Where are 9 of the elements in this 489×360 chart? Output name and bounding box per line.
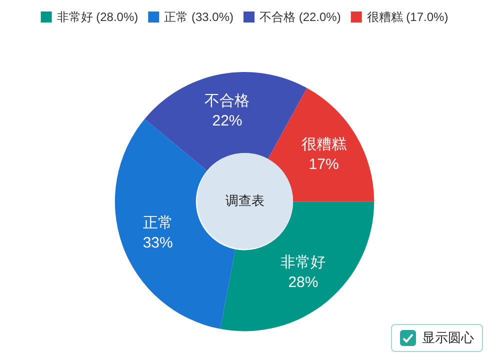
text: 显示圆心 <box>422 330 474 347</box>
legend-label: 非常好 (28.0%) <box>56 10 138 24</box>
legend-label: 正常 (33.0%) <box>164 10 234 24</box>
data-label: 正常 33% <box>142 214 173 252</box>
data-label: 非常好 28% <box>280 254 326 292</box>
legend-label: 不合格 (22.0%) <box>260 10 341 24</box>
data-label: 不合格 22% <box>204 92 250 130</box>
legend-label: 很糟糕 (17.0%) <box>366 10 448 24</box>
data-label: 很糟糕 17% <box>301 136 346 174</box>
